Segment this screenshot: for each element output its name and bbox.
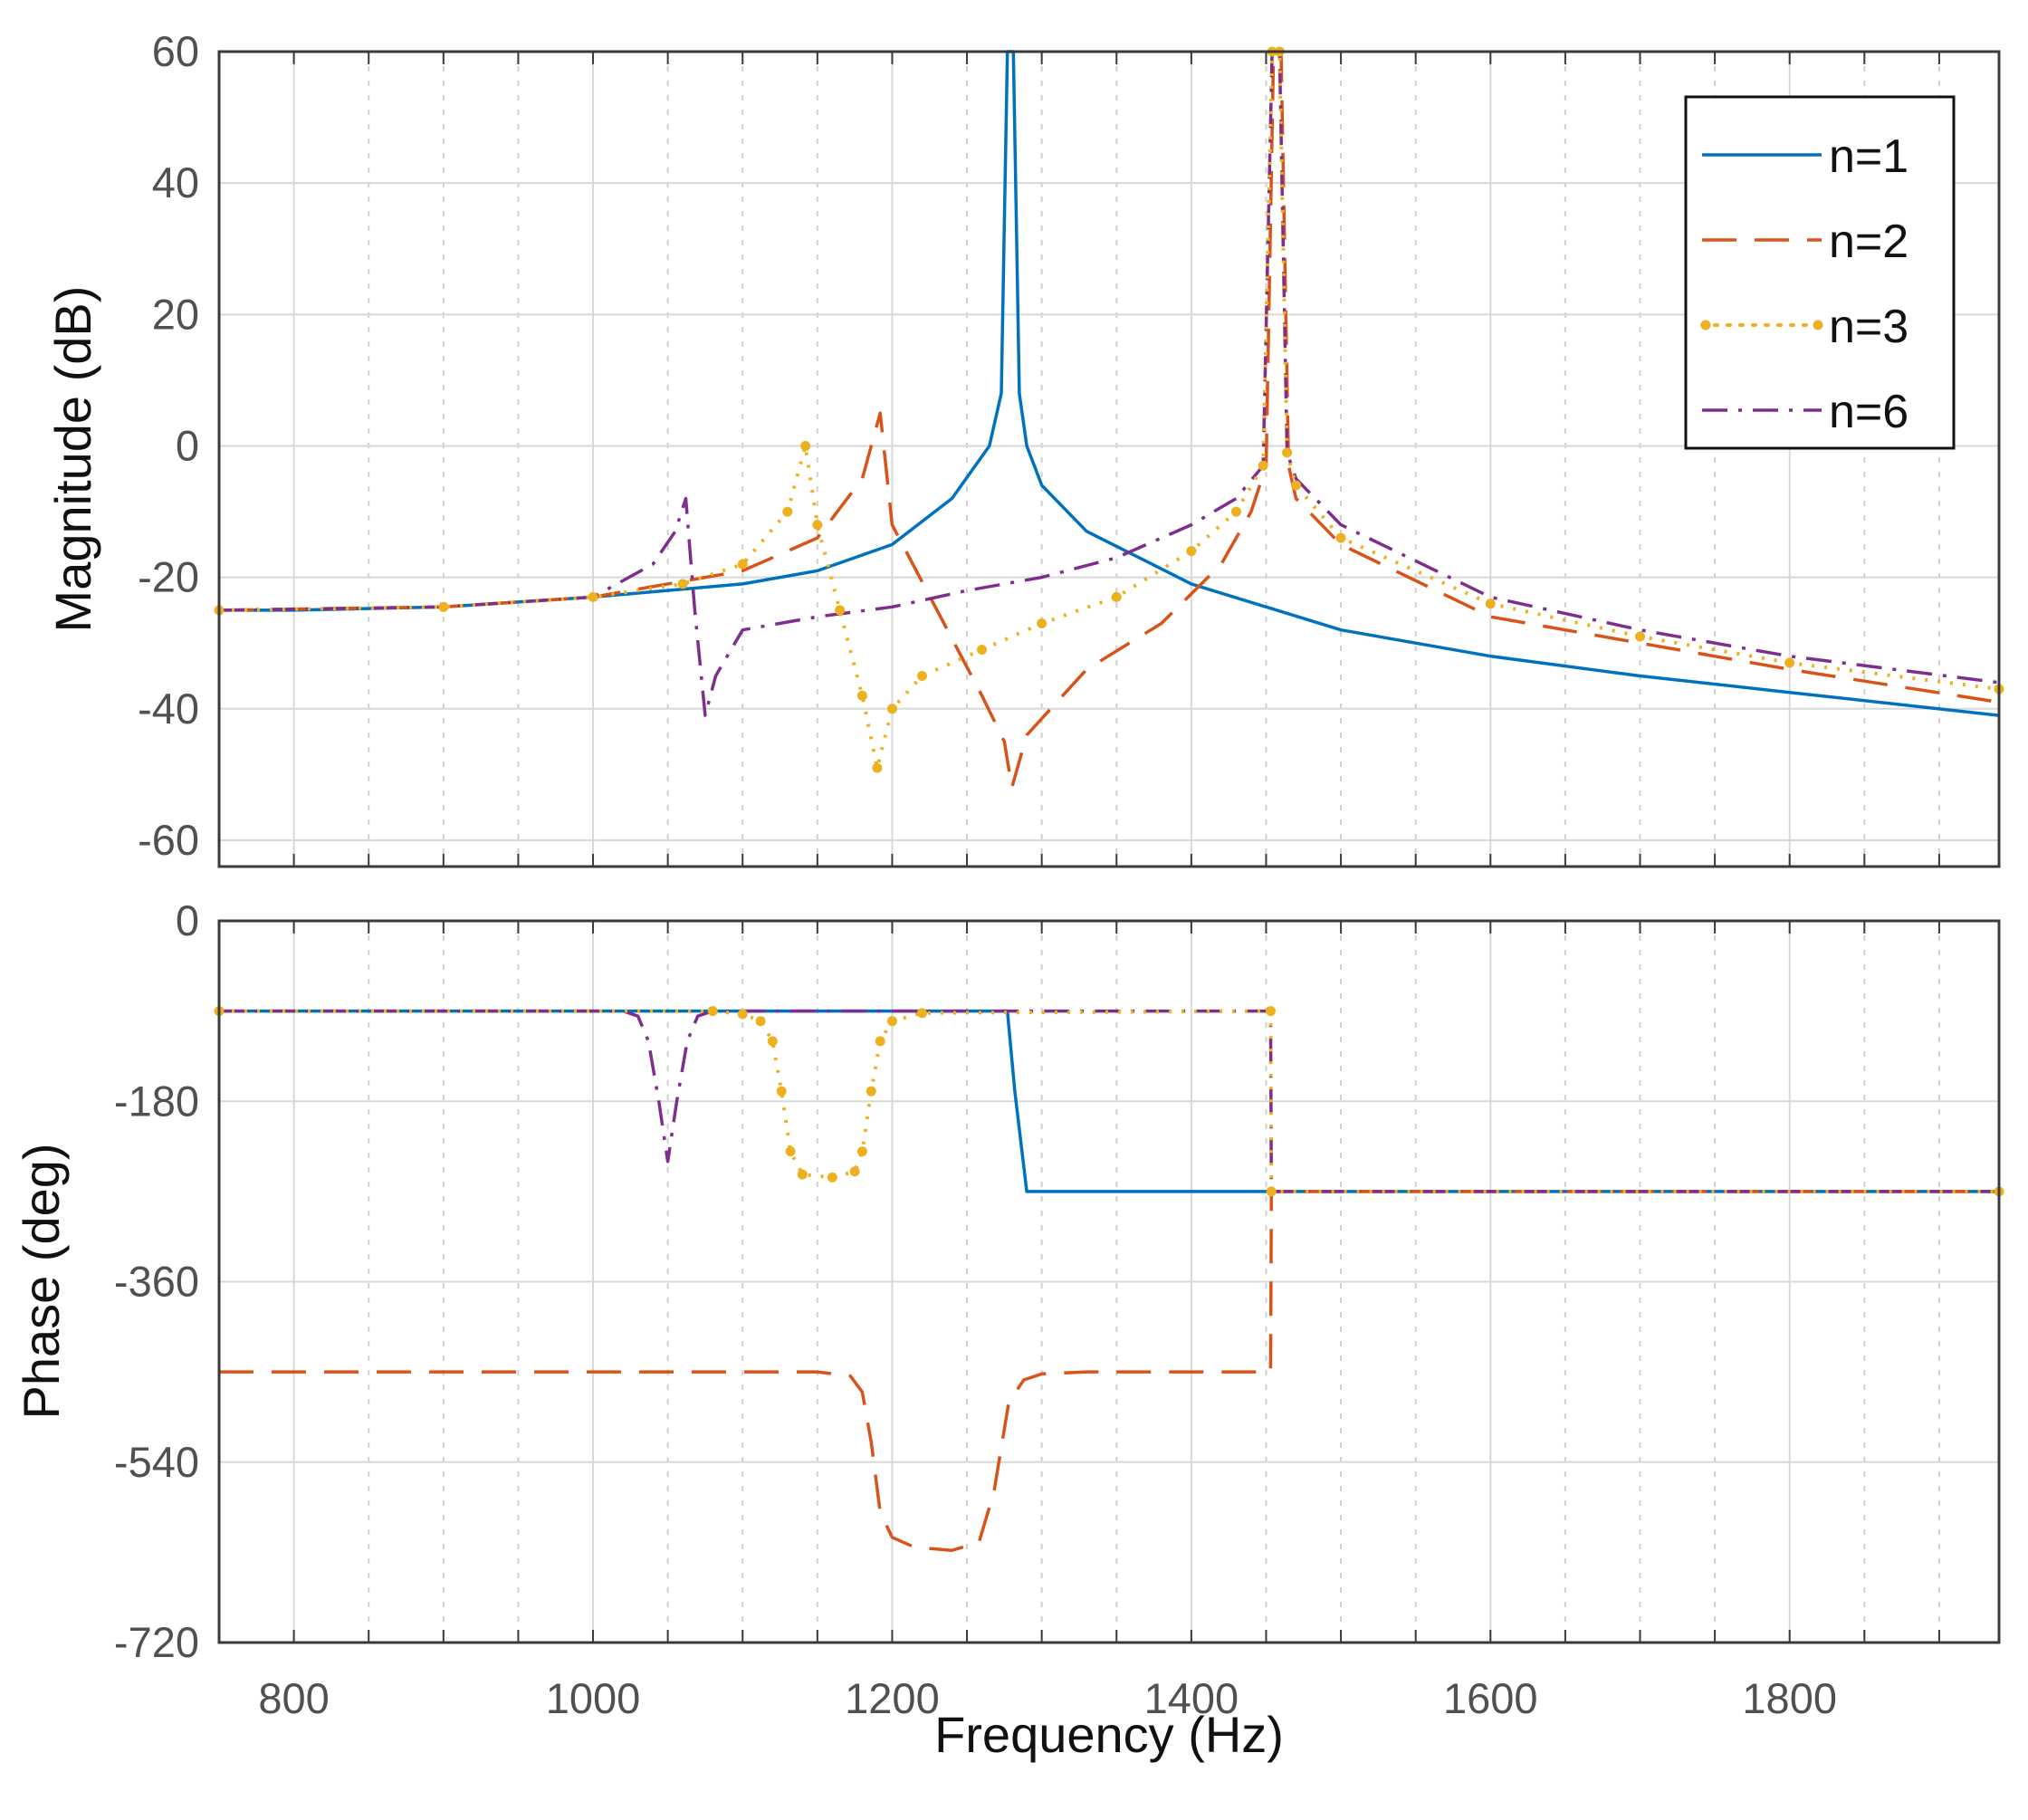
series-marker-n-3 xyxy=(438,601,449,612)
series-marker-n-3 xyxy=(1186,546,1197,557)
y-tick-label: -360 xyxy=(114,1258,199,1306)
series-marker-n-3 xyxy=(767,1036,778,1047)
magnitude-plot-frame xyxy=(217,50,2001,868)
series-marker-n-3 xyxy=(916,1008,927,1019)
phase-y-axis-label: Phase (deg) xyxy=(13,1143,70,1419)
phase-y-ticks: 0 -180 -360 -540 -720 xyxy=(114,896,199,1666)
series-marker-n-3 xyxy=(677,579,688,589)
series-marker-n-3 xyxy=(875,1036,885,1047)
y-tick-label: -540 xyxy=(114,1438,199,1486)
x-axis-label: Frequency (Hz) xyxy=(934,1706,1284,1763)
legend-box xyxy=(1684,95,1956,450)
y-tick-label: 40 xyxy=(152,158,199,206)
y-tick-label: 0 xyxy=(176,421,199,469)
y-tick-label: -720 xyxy=(114,1618,199,1666)
series-marker-n-3 xyxy=(886,704,897,714)
y-tick-label: -20 xyxy=(138,553,199,601)
y-tick-label: -60 xyxy=(138,816,199,864)
series-marker-n-3 xyxy=(1784,657,1795,668)
series-line-n-2 xyxy=(219,1190,1999,1552)
series-marker-n-3 xyxy=(1111,591,1122,602)
series-marker-n-3 xyxy=(1485,599,1496,609)
y-tick-label: -40 xyxy=(138,685,199,733)
series-marker-n-3 xyxy=(1291,480,1302,491)
series-marker-n-3 xyxy=(886,1016,897,1027)
series-line-n-3 xyxy=(219,1009,1999,1193)
series-marker-n-3 xyxy=(849,1166,860,1177)
legend-marker xyxy=(1700,320,1711,330)
phase-x-ticks: 800 1000 1200 1400 1600 1800 xyxy=(258,1674,1837,1722)
magnitude-y-ticks: 60 40 20 0 -20 -40 -60 xyxy=(138,27,199,864)
series-marker-n-3 xyxy=(1265,1006,1276,1017)
series-marker-n-3 xyxy=(1335,532,1346,543)
y-tick-label: 20 xyxy=(152,290,199,338)
series-marker-n-3 xyxy=(785,1146,796,1157)
series-marker-n-3 xyxy=(916,671,927,682)
series-marker-n-3 xyxy=(800,440,811,451)
x-tick-label: 1800 xyxy=(1742,1674,1837,1722)
series-marker-n-3 xyxy=(1037,618,1047,628)
series-marker-n-3 xyxy=(755,1016,766,1027)
legend-label-n-2: n=2 xyxy=(1829,216,1908,268)
magnitude-y-axis-label: Magnitude (dB) xyxy=(44,286,101,633)
series-marker-n-3 xyxy=(856,690,867,701)
series-marker-n-3 xyxy=(588,591,598,602)
x-tick-label: 800 xyxy=(258,1674,329,1722)
x-tick-label: 1600 xyxy=(1443,1674,1538,1722)
legend-marker xyxy=(1813,320,1823,330)
series-marker-n-3 xyxy=(827,1172,837,1183)
legend-items: n=1 n=2 n=3 n=6 xyxy=(1700,130,1908,438)
series-marker-n-3 xyxy=(872,762,883,773)
series-marker-n-3 xyxy=(737,1009,748,1020)
y-tick-label: -180 xyxy=(114,1077,199,1125)
x-tick-label: 1000 xyxy=(546,1674,641,1722)
series-marker-n-3 xyxy=(797,1169,808,1180)
series-marker-n-3 xyxy=(707,1006,718,1017)
x-tick-label: 1200 xyxy=(845,1674,940,1722)
series-marker-n-3 xyxy=(812,520,823,531)
y-tick-label: 60 xyxy=(152,27,199,75)
series-marker-n-3 xyxy=(737,559,748,570)
phase-plot-frame xyxy=(217,919,2001,1644)
series-marker-n-3 xyxy=(835,605,846,616)
series-marker-n-3 xyxy=(1266,1186,1277,1197)
phase-series xyxy=(214,1006,2004,1552)
series-marker-n-3 xyxy=(977,644,988,655)
series-marker-n-3 xyxy=(776,1086,787,1097)
series-marker-n-3 xyxy=(1282,447,1293,458)
series-marker-n-3 xyxy=(856,1146,867,1157)
legend-label-n-6: n=6 xyxy=(1829,386,1908,438)
legend-label-n-3: n=3 xyxy=(1829,301,1908,353)
series-line-n-2 xyxy=(218,50,2000,790)
legend-label-n-1: n=1 xyxy=(1829,130,1908,183)
legend: n=1 n=2 n=3 n=6 xyxy=(1684,95,1956,450)
y-tick-label: 0 xyxy=(176,896,199,944)
x-tick-label: 1400 xyxy=(1144,1674,1239,1722)
series-marker-n-3 xyxy=(782,506,793,517)
series-line-n-6 xyxy=(218,50,2000,717)
phase-panel: 0 -180 -360 -540 -720 Phase (deg) 800 1000 120… xyxy=(13,896,2004,1763)
series-marker-n-3 xyxy=(1230,506,1241,517)
series-marker-n-3 xyxy=(1634,631,1645,642)
series-marker-n-3 xyxy=(1258,460,1268,471)
series-marker-n-3 xyxy=(866,1086,876,1097)
